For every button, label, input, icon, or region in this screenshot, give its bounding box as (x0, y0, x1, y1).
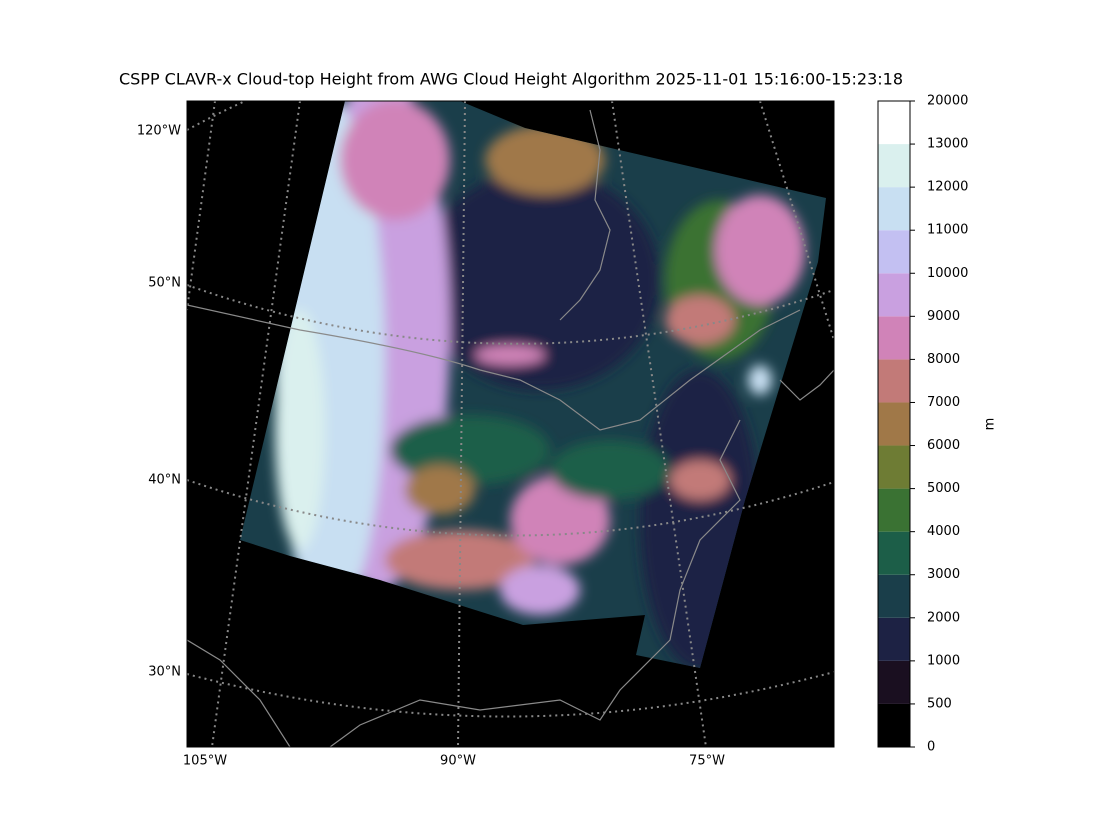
map-labels: 120°W 50°N 40°N 30°N 105°W 90°W 75°W (137, 124, 725, 769)
colorbar-tick-label: 11000 (927, 223, 968, 238)
colorbar-segment (878, 187, 910, 231)
colorbar-segment (878, 359, 910, 403)
colorbar: 0 500 1000 2000 3000 4000 5000 6000 7000 8000 9000… (877, 94, 968, 755)
colorbar-label: m (983, 418, 998, 431)
colorbar-tick-label: 3000 (927, 567, 960, 582)
colorbar-segment (878, 316, 910, 360)
colorbar-segment (878, 144, 910, 188)
chart-title: CSPP CLAVR-x Cloud-top Height from AWG C… (119, 70, 903, 89)
colorbar-frame (877, 100, 911, 748)
colorbar-tick-label: 5000 (927, 481, 960, 496)
colorbar-segment (878, 617, 910, 661)
colorbar-segment (878, 101, 910, 145)
colorbar-segment (878, 703, 910, 747)
colorbar-tick-label: 7000 (927, 395, 960, 410)
colorbar-tick-label: 12000 (927, 180, 968, 195)
colorbar-tick-label: 10000 (927, 266, 968, 281)
colorbar-tick-label: 4000 (927, 524, 960, 539)
colorbar-segment (878, 531, 910, 575)
lon-label: 120°W (137, 124, 181, 139)
colorbar-tick-label: 500 (927, 696, 952, 711)
colorbar-segment (878, 230, 910, 274)
colorbar-segment (878, 273, 910, 317)
coastlines (187, 109, 834, 747)
colorbar-segment (878, 574, 910, 618)
colorbar-segment (878, 445, 910, 489)
colorbar-tick-label: 20000 (927, 94, 968, 109)
cloud-swath (240, 101, 826, 668)
colorbar-segment (878, 402, 910, 446)
lon-label: 90°W (440, 754, 476, 769)
lon-label: 105°W (183, 754, 227, 769)
lon-label: 75°W (689, 754, 725, 769)
colorbar-tick-label: 9000 (927, 309, 960, 324)
colorbar-tick-label: 8000 (927, 352, 960, 367)
lat-label: 50°N (148, 276, 181, 291)
colorbar-tick-label: 1000 (927, 653, 960, 668)
lat-label: 40°N (148, 473, 181, 488)
colorbar-tick-label: 6000 (927, 438, 960, 453)
colorbar-segment (878, 660, 910, 704)
map (187, 101, 834, 747)
colorbar-tick-label: 13000 (927, 137, 968, 152)
colorbar-tick-label: 0 (927, 740, 935, 755)
colorbar-tick-label: 2000 (927, 610, 960, 625)
map-frame (186, 100, 835, 748)
colorbar-segment (878, 488, 910, 532)
lat-label: 30°N (148, 665, 181, 680)
graticule (187, 101, 834, 747)
